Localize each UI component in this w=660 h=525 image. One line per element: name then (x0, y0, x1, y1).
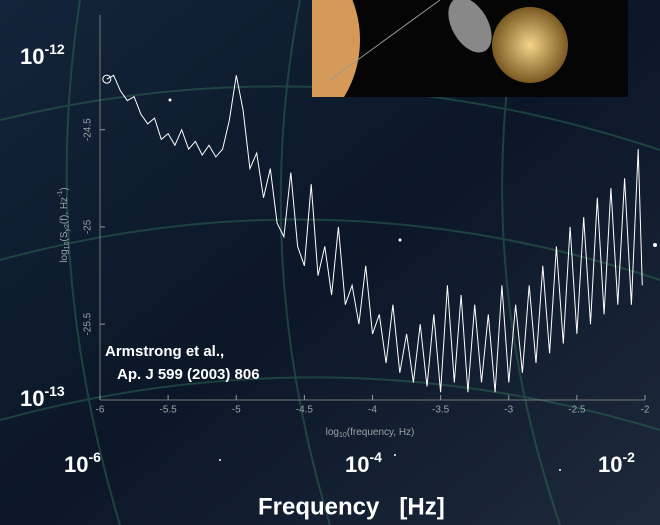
annotation-line: Armstrong et al., (105, 343, 224, 360)
x-tick-label: -2 (641, 405, 650, 416)
x-tick-label: -6 (96, 405, 105, 416)
x-tick-label: -3 (504, 405, 513, 416)
exponent: -12 (44, 41, 64, 57)
x-tick-label: -4 (368, 405, 377, 416)
y-axis-label: log10(Sy2(f), Hz-1) (57, 187, 71, 262)
overlay-x-label: Frequency [Hz] (258, 493, 445, 520)
x-tick-label: -5.5 (160, 405, 178, 416)
y-tick-label: -24.5 (83, 118, 94, 141)
x-tick-label: -3.5 (432, 405, 450, 416)
x-tick-label: -5 (232, 405, 241, 416)
x-axis-label: log10(frequency, Hz) (326, 427, 415, 439)
annotation-line: Ap. J 599 (2003) 806 (117, 366, 260, 383)
exponent: -2 (622, 449, 635, 465)
base: 10 (20, 386, 44, 411)
y-tick-label: -25.5 (83, 312, 94, 335)
exponent: -4 (369, 449, 382, 465)
base: 10 (64, 452, 88, 477)
exponent: -13 (44, 383, 64, 399)
exponent: -6 (88, 449, 101, 465)
slide: -6-5.5-5-4.5-4-3.5-3-2.5-2-24.5-25-25.5 … (0, 0, 660, 525)
base: 10 (20, 44, 44, 69)
base: 10 (345, 452, 369, 477)
x-tick-label: -2.5 (568, 405, 586, 416)
x-tick-label: -4.5 (296, 405, 314, 416)
base: 10 (598, 452, 622, 477)
y-tick-label: -25 (83, 219, 94, 234)
